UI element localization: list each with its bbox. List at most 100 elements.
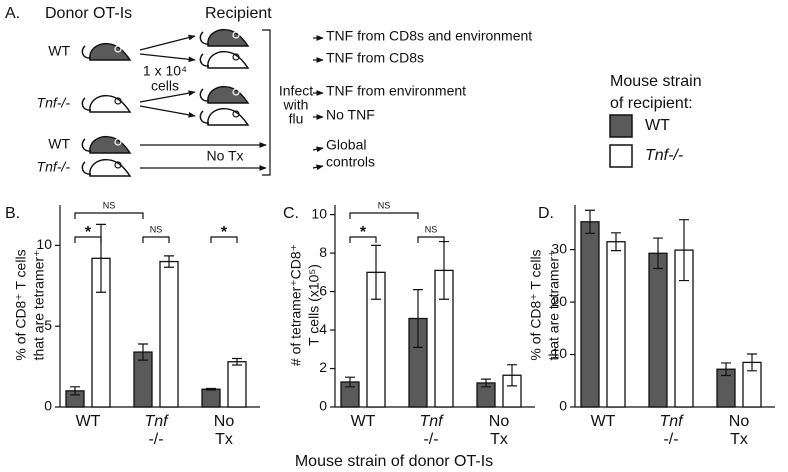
donor-label: Tnf-/- [37,159,71,175]
x-tick-label: WT [591,413,616,430]
error-bar [413,289,423,348]
arrow [312,164,324,171]
y-tick-label: 10 [36,236,52,252]
header: Recipient [205,5,272,22]
y-axis-label: T cells (x10⁵) [306,264,322,346]
y-axis-label: that are tetramer⁺ [546,250,562,361]
mouse-ear [114,97,122,105]
y-axis-label: % of CD8⁺ T cells [13,249,29,360]
y-axis-label: that are tetramer⁺ [31,250,47,361]
error-bar [585,209,595,234]
error-bar [96,223,106,293]
significance-bracket [349,236,377,243]
x-tick-label: WT [351,413,376,430]
mouse-ear [114,45,122,53]
y-tick-label: 20 [551,293,567,309]
legend-title: Mouse strain [610,73,702,90]
significance-label: NS [378,200,391,210]
controls-label: controls [326,154,375,170]
x-tick-label: Tnf [659,413,684,430]
mouse-tail [199,31,210,45]
header: Donor OT-Is [45,5,132,22]
legend-title: of recipient: [610,95,693,112]
significance-bracket [210,236,238,243]
y-tick-label: 10 [551,345,567,361]
mouse [89,158,132,177]
y-tick-label: 0 [319,398,327,414]
mouse-tail [199,53,210,67]
significance-label: * [360,224,367,241]
panel-label: A. [5,5,20,22]
panel-label: B. [5,205,20,222]
x-tick-label: Tx [730,431,748,448]
x-tick-label: Tx [215,431,233,448]
y-tick-label: 30 [551,240,567,256]
error-bar [481,378,491,388]
x-tick-label: No [489,413,510,430]
mouse-tail [81,161,92,175]
y-tick-label: 0 [44,398,52,414]
panel-label: C. [283,205,299,222]
significance-bracket [74,236,102,243]
x-tick-label: Tnf [144,413,169,430]
legend-label: WT [645,117,670,134]
x-tick-label: -/- [148,431,163,448]
legend-swatch [609,144,633,168]
bar [227,361,247,408]
y-tick-label: 8 [319,244,327,260]
error-bar [164,255,174,268]
significance-bracket [74,212,144,219]
y-tick-label: 2 [319,359,327,375]
error-bar [345,376,355,388]
error-bar [70,386,80,396]
mouse-tail [81,138,92,152]
mouse-ear [232,88,240,96]
mouse-tail [81,97,92,111]
significance-bracket [417,236,445,243]
mouse [207,50,250,69]
outcome-label: TNF from CD8s [326,50,424,66]
x-tick-label: Tx [490,431,508,448]
x-tick-label: Tnf [419,413,444,430]
y-tick-label: 0 [559,398,567,414]
x-axis-title: Mouse strain of donor OT-Is [295,453,493,470]
arrow [139,34,196,51]
mouse [89,42,132,61]
mouse [207,107,250,126]
transfer-label: cells [151,78,179,94]
error-bar [232,357,242,366]
error-bar [138,343,148,361]
x-tick-label: No [214,413,235,430]
y-axis-label: # of tetramer⁺CD8⁺ [288,244,304,366]
error-bar [507,364,517,387]
y-axis-label: % of CD8⁺ T cells [528,249,544,360]
arrow [312,146,324,153]
bracket [262,29,271,176]
mouse-ear [232,110,240,118]
significance-label: NS [150,224,163,234]
bar [159,260,179,408]
infect-label: Infect [279,83,313,99]
significance-label: NS [103,200,116,210]
error-bar [206,387,216,391]
error-bar [653,237,663,270]
legend-swatch [609,114,633,138]
significance-label: * [221,224,228,241]
infect-label: flu [289,111,304,127]
legend-label: Tnf-/- [645,147,683,164]
mouse-ear [232,31,240,39]
x-tick-label: WT [76,413,101,430]
y-tick-label: 6 [319,282,327,298]
mouse-tail [81,45,92,59]
mouse [207,28,250,47]
transfer-label: 1 x 10⁴ [143,63,187,79]
donor-label: WT [48,43,70,59]
mouse [207,85,250,104]
outcome-label: TNF from CD8s and environment [326,28,532,44]
mouse-tail [199,88,210,102]
y-tick-label: 5 [44,317,52,333]
error-bar [747,353,757,372]
significance-bracket [142,236,170,243]
x-tick-label: No [729,413,750,430]
